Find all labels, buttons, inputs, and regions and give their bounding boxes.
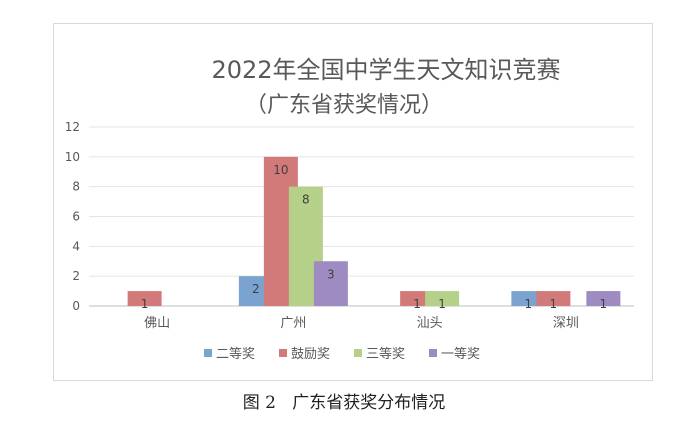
legend-swatch	[279, 349, 287, 357]
bar	[313, 261, 348, 306]
y-axis: 0 2 4 6 8 10 12	[65, 120, 80, 313]
legend-label: 二等奖	[216, 346, 255, 362]
data-label: 2	[252, 282, 260, 296]
y-tick-label: 8	[72, 180, 80, 194]
gridlines	[89, 126, 634, 307]
legend-label: 三等奖	[366, 346, 405, 362]
legend-swatch	[204, 349, 212, 357]
y-tick-label: 0	[72, 299, 80, 313]
bar	[127, 291, 162, 306]
x-axis: 佛山 广州 汕头 深圳	[144, 316, 579, 331]
legend-label: 鼓励奖	[291, 347, 330, 362]
bar	[425, 291, 460, 306]
data-label: 1	[600, 297, 608, 311]
y-tick-label: 10	[65, 150, 80, 164]
y-tick-label: 6	[72, 210, 80, 224]
caption-text: 广东省获奖分布情况	[292, 393, 446, 413]
data-label: 1	[413, 297, 421, 311]
y-tick-label: 2	[72, 269, 80, 283]
legend-item: 一等奖	[429, 346, 480, 362]
legend-item: 鼓励奖	[279, 347, 330, 362]
bars	[127, 156, 621, 306]
y-tick-label: 12	[65, 120, 80, 134]
x-tick-label: 深圳	[553, 316, 579, 331]
data-label: 1	[141, 297, 149, 311]
chart-subtitle: （广东省获奖情况）	[245, 93, 443, 118]
legend: 二等奖 鼓励奖 三等奖 一等奖	[204, 346, 480, 362]
data-label: 1	[525, 297, 533, 311]
x-tick-label: 广州	[280, 316, 306, 331]
data-label: 1	[550, 297, 558, 311]
data-label: 1	[438, 297, 446, 311]
bar	[586, 291, 621, 306]
figure-caption: 图 2 广东省获奖分布情况	[0, 388, 688, 413]
figure-label: 图 2	[242, 393, 276, 413]
data-label: 8	[302, 193, 310, 207]
y-tick-label: 4	[72, 239, 80, 253]
legend-swatch	[354, 349, 362, 357]
chart-title: 2022年全国中学生天文知识竞赛	[211, 56, 560, 84]
data-label: 10	[273, 163, 288, 177]
legend-swatch	[429, 349, 437, 357]
legend-item: 三等奖	[354, 346, 405, 362]
legend-item: 二等奖	[204, 346, 255, 362]
x-tick-label: 汕头	[417, 316, 443, 331]
x-tick-label: 佛山	[144, 316, 170, 331]
bar	[536, 291, 571, 306]
legend-label: 一等奖	[441, 346, 480, 362]
data-label: 3	[327, 267, 335, 281]
